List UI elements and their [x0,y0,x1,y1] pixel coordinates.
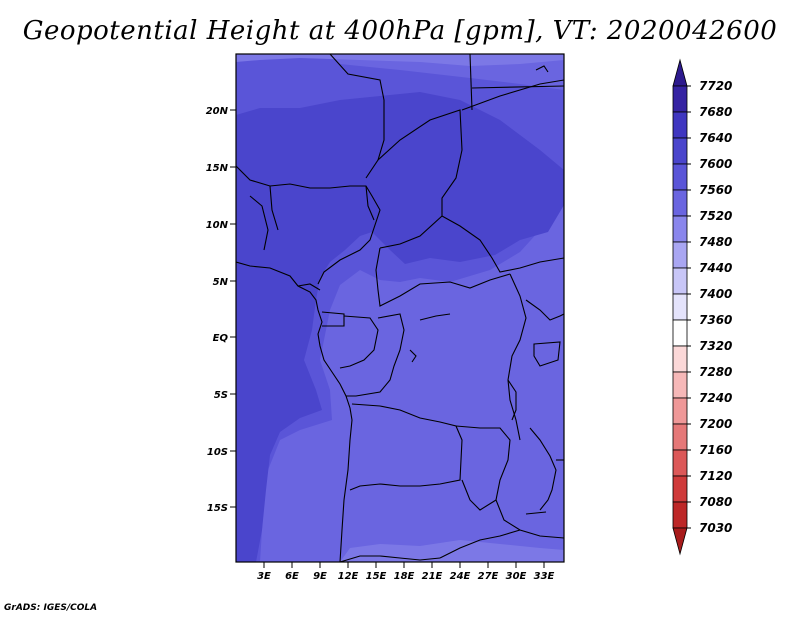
chart-title: Geopotential Height at 400hPa [gpm], VT:… [22,16,778,46]
country-borders [236,54,564,562]
lon-label-9e: 9E [313,571,327,582]
lon-label-30e: 30E [506,571,527,582]
colorbar-segment [672,397,688,425]
colorbar-segment [672,111,688,139]
lat-label-eq: EQ [213,333,229,344]
colorbar-label: 7400 [699,287,732,301]
colorbar-segments [672,58,688,556]
colorbar-segment [672,293,688,321]
colorbar-label: 7480 [699,235,732,249]
colorbar-segment [672,475,688,503]
lat-label-20n: 20N [206,106,229,117]
lon-label-15e: 15E [366,571,387,582]
longitude-axis: 3E 6E 9E 12E 15E 18E 21E 24E 27E 30E 33E [257,562,555,582]
lon-label-33e: 33E [534,571,555,582]
lon-label-27e: 27E [478,571,499,582]
lat-label-15s: 15S [207,503,228,514]
height-field [236,54,564,562]
colorbar-segment [672,423,688,451]
colorbar-segment [672,319,688,347]
map-frame [235,53,565,563]
colorbar-segment [672,449,688,477]
latitude-axis: 20N 15N 10N 5N EQ 5S 10S 15S [206,106,236,514]
field-zone-7520-south [340,540,564,562]
lon-label-21e: 21E [422,571,443,582]
lat-label-5n: 5N [213,277,229,288]
grads-credit: GrADS: IGES/COLA [4,603,98,613]
field-zone-7520-north [236,54,564,66]
colorbar-label: 7240 [699,391,732,405]
colorbar-segment [672,241,688,269]
colorbar-label: 7440 [699,261,732,275]
lon-label-24e: 24E [450,571,471,582]
lon-label-18e: 18E [394,571,415,582]
colorbar-label: 7360 [699,313,732,327]
lat-label-15n: 15N [206,163,229,174]
field-zone-7640 [236,92,564,562]
colorbar-segment [672,371,688,399]
colorbar-segment [672,345,688,373]
colorbar-label: 7560 [699,183,732,197]
colorbar-bottom-triangle [672,527,688,556]
colorbar-label: 7720 [699,79,732,93]
colorbar-label: 7200 [699,417,732,431]
lon-label-12e: 12E [338,571,359,582]
colorbar: 7720 7680 7640 7600 7560 7520 7480 7440 7400 7360… [672,58,732,556]
lat-label-5s: 5S [214,390,228,401]
colorbar-label: 7160 [699,443,732,457]
colorbar-segment [672,137,688,165]
colorbar-label: 7080 [699,495,732,509]
lon-label-3e: 3E [257,571,271,582]
lat-label-10n: 10N [206,220,229,231]
colorbar-segment [672,163,688,191]
colorbar-top-triangle [672,58,688,87]
colorbar-label: 7680 [699,105,732,119]
colorbar-label: 7120 [699,469,732,483]
colorbar-label: 7320 [699,339,732,353]
colorbar-segment [672,267,688,295]
lat-label-10s: 10S [207,447,228,458]
colorbar-label: 7600 [699,157,732,171]
colorbar-segment [672,215,688,243]
colorbar-label: 7640 [699,131,732,145]
colorbar-segment [672,189,688,217]
colorbar-segment [672,501,688,529]
colorbar-label: 7030 [699,521,732,535]
lon-label-6e: 6E [285,571,299,582]
colorbar-label: 7520 [699,209,732,223]
colorbar-segment [672,85,688,113]
colorbar-labels: 7720 7680 7640 7600 7560 7520 7480 7440 7400 7360… [687,79,732,535]
colorbar-label: 7280 [699,365,732,379]
